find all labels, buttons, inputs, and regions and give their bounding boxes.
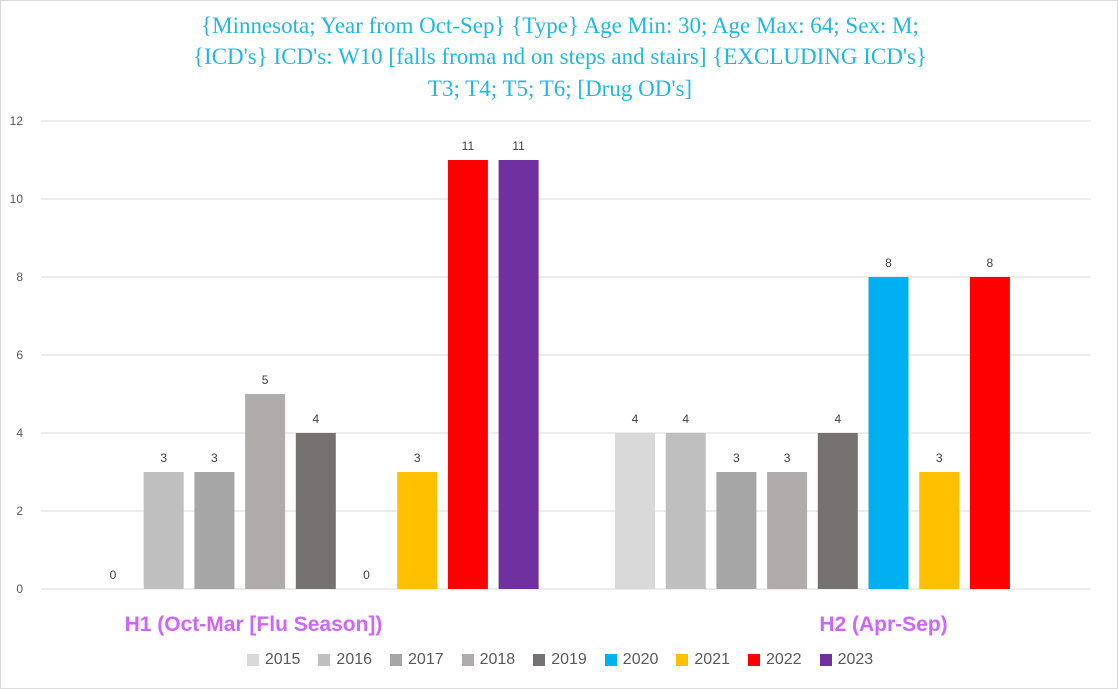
data-label: 3 xyxy=(733,451,740,465)
bar xyxy=(767,472,808,589)
legend-swatch xyxy=(747,654,760,666)
legend-label: 2018 xyxy=(479,651,516,668)
legend-label: 2022 xyxy=(765,651,802,668)
data-label: 3 xyxy=(784,451,791,465)
data-label: 3 xyxy=(211,451,218,465)
data-label: 11 xyxy=(462,139,475,153)
data-label: 3 xyxy=(936,451,943,465)
data-label: 11 xyxy=(512,139,525,153)
legend-item: 2016 xyxy=(318,651,372,669)
legend-label: 2017 xyxy=(408,651,444,668)
bar xyxy=(665,433,706,589)
legend-label: 2016 xyxy=(336,651,373,668)
legend-item: 2023 xyxy=(819,651,874,669)
y-tick-label: 10 xyxy=(10,192,24,206)
legend-item: 2019 xyxy=(533,651,587,669)
category-label: H1 (Oct-Mar [Flu Season]) xyxy=(125,613,383,636)
bar xyxy=(817,433,858,589)
legend-swatch xyxy=(604,654,617,666)
legend-label: 2020 xyxy=(622,651,659,668)
legend-item: 2021 xyxy=(676,651,730,669)
y-tick-label: 8 xyxy=(16,270,23,284)
y-tick-label: 4 xyxy=(16,426,23,440)
data-label: 0 xyxy=(363,568,370,582)
y-tick-label: 6 xyxy=(16,348,23,362)
legend-item: 2015 xyxy=(246,651,301,669)
bar xyxy=(919,472,960,589)
data-label: 5 xyxy=(262,373,269,387)
chart-title-line-1: {Minnesota; Year from Oct-Sep} {Type} Ag… xyxy=(201,13,919,38)
data-label: 4 xyxy=(682,412,689,426)
chart-title-line-2: {ICD's} ICD's: W10 [falls froma nd on st… xyxy=(193,44,927,69)
legend-swatch xyxy=(533,654,546,666)
data-label: 3 xyxy=(160,451,167,465)
legend-label: 2023 xyxy=(837,651,874,668)
legend-label: 2015 xyxy=(264,651,301,668)
legend-item: 2018 xyxy=(461,651,516,669)
data-label: 4 xyxy=(632,412,639,426)
bar xyxy=(245,394,286,589)
bar xyxy=(194,472,235,589)
y-tick-label: 0 xyxy=(16,582,23,596)
bar xyxy=(397,472,438,589)
bar xyxy=(143,472,184,589)
bar xyxy=(868,277,909,589)
bar xyxy=(447,160,488,589)
legend-item: 2020 xyxy=(604,651,659,669)
bar xyxy=(498,160,539,589)
legend-swatch xyxy=(819,654,832,666)
bar xyxy=(716,472,757,589)
legend: 2015 2016 2017 2018 2019 2020 2021 2022 2023 xyxy=(1,651,1118,669)
y-tick-label: 12 xyxy=(10,114,24,128)
data-label: 4 xyxy=(312,412,319,426)
data-label: 3 xyxy=(414,451,421,465)
bar xyxy=(615,433,655,589)
legend-label: 2021 xyxy=(694,651,730,668)
legend-swatch xyxy=(318,654,331,666)
bar xyxy=(295,433,336,589)
legend-swatch xyxy=(246,654,259,666)
data-label: 8 xyxy=(987,256,994,270)
data-label: 8 xyxy=(885,256,892,270)
legend-item: 2017 xyxy=(390,651,444,669)
chart-title-line-3: T3; T4; T5; T6; [Drug OD's] xyxy=(427,76,693,101)
legend-label: 2019 xyxy=(551,651,587,668)
data-label: 4 xyxy=(834,412,841,426)
bar xyxy=(969,277,1010,589)
category-label: H2 (Apr-Sep) xyxy=(819,613,947,636)
legend-swatch xyxy=(461,654,474,666)
legend-swatch xyxy=(390,654,403,666)
legend-swatch xyxy=(676,654,689,666)
y-tick-label: 2 xyxy=(16,504,23,518)
legend-item: 2022 xyxy=(747,651,802,669)
data-label: 0 xyxy=(110,568,117,582)
